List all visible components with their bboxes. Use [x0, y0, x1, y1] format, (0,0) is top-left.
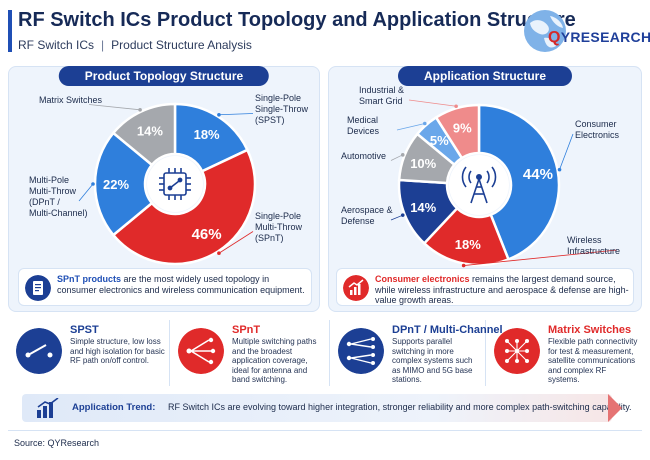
callout-label-1-2: Aerospace & Defense — [341, 205, 393, 226]
subtitle-analysis: Product Structure Analysis — [111, 38, 252, 52]
callout-dot-1-1 — [461, 263, 466, 268]
application-note-text: Consumer electronics remains the largest… — [375, 274, 629, 306]
card-matrix-title: Matrix Switches — [548, 324, 632, 336]
logo-rest: YRESEARCH — [560, 29, 650, 45]
matrix-switch-icon — [494, 328, 540, 374]
callout-label-1-3: Automotive — [341, 151, 386, 161]
pie-value-label-0-3: 14% — [137, 124, 163, 139]
pie-value-label-1-5: 9% — [453, 120, 472, 135]
trend-text: RF Switch ICs are evolving toward higher… — [168, 402, 632, 412]
callout-line-1-4 — [396, 123, 425, 131]
callout-line-1-1 — [463, 249, 618, 266]
application-note-body: remains the largest demand source, while… — [375, 274, 629, 305]
card-matrix-desc: Flexible path connectivity for test & me… — [548, 337, 638, 384]
callout-label-1-4: Medical Devices — [347, 115, 380, 136]
callout-line-1-5 — [408, 99, 457, 107]
callout-dot-0-3 — [138, 108, 142, 112]
callout-label-1-5: Industrial & Smart Grid — [359, 85, 404, 106]
topology-note-body: are the most widely used topology in con… — [57, 274, 305, 295]
globe-icon — [524, 10, 566, 52]
pie-slice-0-2 — [93, 131, 154, 237]
pie-slice-0-0 — [173, 102, 250, 173]
callout-line-0-1 — [218, 231, 254, 254]
callout-dot-1-4 — [422, 121, 427, 126]
title-accent-bar — [8, 10, 12, 52]
callout-label-1-1: Wireless Infrastructure — [567, 235, 620, 256]
card-spnt-desc: Multiple switching paths and the broades… — [232, 337, 317, 384]
callout-label-0-1: Single-Pole Multi-Throw (SPnT) — [255, 211, 303, 243]
donut-center-1 — [449, 155, 509, 215]
page-subtitle: RF Switch ICs | Product Structure Analysis — [18, 38, 252, 52]
application-note-lead: Consumer electronics — [375, 274, 470, 284]
pie-value-label-0-0: 18% — [194, 127, 220, 142]
application-note: Consumer electronics remains the largest… — [336, 268, 634, 306]
pie-value-label-0-1: 46% — [192, 226, 222, 243]
growth-chart-icon — [343, 275, 369, 301]
pie-value-label-1-4: 5% — [430, 133, 449, 148]
cell-tower-icon — [461, 166, 497, 204]
card-dpnt-title: DPnT / Multi-Channel — [392, 324, 503, 336]
page-title: RF Switch ICs Product Topology and Appli… — [18, 9, 576, 31]
logo-q: Q — [548, 29, 561, 46]
callout-dot-0-0 — [217, 112, 221, 117]
subtitle-topic: RF Switch ICs — [18, 38, 95, 52]
pie-value-label-1-1: 18% — [455, 237, 481, 252]
callout-label-0-3: Matrix Switches — [39, 95, 103, 105]
application-trend-banner: Application Trend: RF Switch ICs are evo… — [22, 394, 632, 422]
callout-line-0-3 — [88, 104, 141, 111]
document-icon — [25, 275, 51, 301]
callout-line-0-0 — [218, 113, 254, 116]
spnt-switch-icon — [178, 328, 224, 374]
callout-label-1-0: Consumer Electronics — [575, 119, 620, 140]
topology-note-lead: SPnT products — [57, 274, 122, 284]
callout-label-0-0: Single-Pole Single-Throw (SPST) — [255, 93, 309, 125]
callout-dot-1-0 — [557, 167, 562, 172]
footer-divider — [8, 430, 642, 431]
callout-dot-1-3 — [400, 153, 405, 157]
pie-slice-0-1 — [111, 148, 257, 266]
pie-slice-0-3 — [111, 102, 177, 167]
pie-slice-1-0 — [477, 103, 561, 262]
topology-cards: SPST Simple structure, low loss and high… — [8, 320, 642, 386]
qyresearch-logo: QYRESEARCH — [522, 8, 650, 56]
callout-dot-1-2 — [400, 213, 405, 217]
source-note: Source: QYResearch — [14, 438, 100, 448]
logo-wordmark: QYRESEARCH — [548, 29, 650, 47]
application-donut-chart: 44% Consumer Electronics 18% Wireless Infrast… — [341, 85, 620, 268]
topology-panel-title: Product Topology Structure — [58, 66, 270, 86]
card-spnt: SPnT Multiple switching paths and the br… — [170, 320, 330, 386]
card-spnt-title: SPnT — [232, 324, 261, 336]
subtitle-separator: | — [101, 38, 105, 52]
topology-donut-chart: 18% Single-Pole Single-Throw (SPST) 46% Singl… — [29, 93, 309, 266]
header: RF Switch ICs Product Topology and Appli… — [0, 0, 650, 62]
pie-value-label-1-2: 14% — [410, 200, 436, 215]
spst-switch-icon — [16, 328, 62, 374]
card-matrix: Matrix Switches Flexible path connectivi… — [486, 320, 642, 386]
trend-arrow-tip — [608, 394, 622, 422]
callout-line-0-2 — [78, 183, 94, 202]
topology-note-text: SPnT products are the most widely used t… — [57, 274, 307, 295]
card-spst-desc: Simple structure, low loss and high isol… — [70, 337, 165, 365]
trend-label: Application Trend: — [72, 402, 156, 413]
callout-dot-0-1 — [217, 251, 221, 256]
topology-note: SPnT products are the most widely used t… — [18, 268, 312, 306]
card-spst: SPST Simple structure, low loss and high… — [8, 320, 170, 386]
callout-label-0-2: Multi-Pole Multi-Throw (DPnT / Multi-Channe… — [29, 175, 88, 218]
dpnt-switch-icon — [338, 328, 384, 374]
pie-slice-1-5 — [434, 103, 481, 160]
callout-line-1-3 — [390, 154, 403, 161]
chip-icon — [159, 168, 191, 200]
callout-dot-1-5 — [454, 104, 458, 109]
card-dpnt: DPnT / Multi-Channel Supports parallel s… — [330, 320, 503, 386]
bar-chart-icon — [37, 398, 59, 418]
callout-dot-0-2 — [91, 182, 95, 186]
application-panel-title: Application Structure — [397, 66, 573, 86]
card-dpnt-desc: Supports parallel switching in more comp… — [392, 337, 473, 384]
pie-value-label-1-3: 10% — [410, 156, 436, 171]
callout-line-1-2 — [390, 214, 403, 221]
callout-line-1-0 — [559, 133, 574, 170]
pie-value-label-1-0: 44% — [523, 166, 553, 183]
card-spst-title: SPST — [70, 324, 99, 336]
pie-value-label-0-2: 22% — [103, 177, 129, 192]
